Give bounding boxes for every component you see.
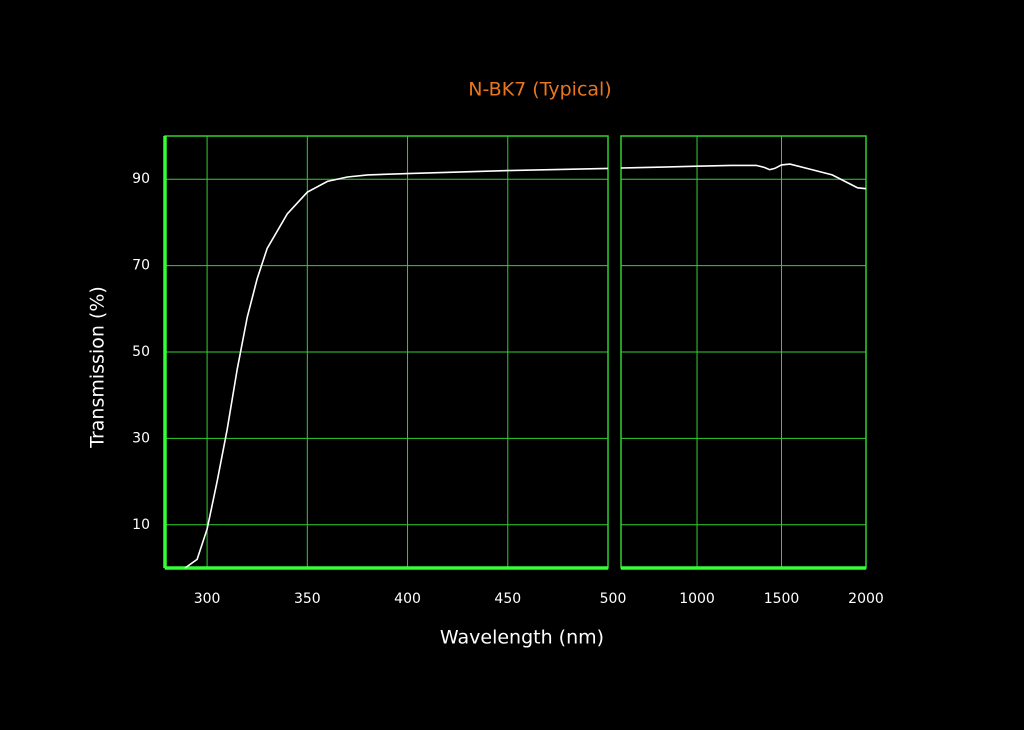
- x-tick-label: 300: [194, 591, 221, 607]
- x-tick-label: 400: [394, 591, 421, 607]
- x-tick-label: 2000: [848, 591, 884, 607]
- x-tick-label: 500: [600, 591, 627, 607]
- x-axis-label: Wavelength (nm): [440, 627, 604, 649]
- x-tick-label: 1500: [764, 591, 800, 607]
- transmission-line: [620, 163, 867, 190]
- y-tick-label: 50: [132, 344, 150, 360]
- x-tick-label: 1000: [679, 591, 715, 607]
- y-tick-label: 70: [132, 258, 150, 274]
- x-tick-label: 350: [294, 591, 321, 607]
- chart-title: N-BK7 (Typical): [468, 79, 611, 101]
- y-tick-label: 30: [132, 430, 150, 446]
- y-axis-label: Transmission (%): [87, 286, 109, 449]
- y-tick-label: 90: [132, 171, 150, 187]
- x-tick-label: 450: [494, 591, 521, 607]
- y-tick-label: 10: [132, 517, 150, 533]
- transmission-line: [184, 167, 609, 569]
